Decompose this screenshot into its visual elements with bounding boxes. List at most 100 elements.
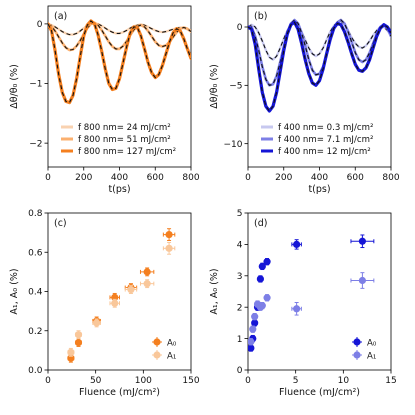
data-series-line	[248, 20, 391, 113]
legend-marker	[153, 338, 161, 346]
data-point	[293, 305, 301, 313]
panel-b: 0 200 400 600 800 0 −5 −10 t(ps) Δθ/θ₀ (%) (b) f 40…	[209, 5, 400, 195]
data-point	[293, 240, 301, 248]
y-tick-label: −2	[29, 139, 42, 149]
x-tick-label: 50	[90, 376, 102, 386]
x-tick-label: 200	[75, 173, 92, 183]
data-point	[251, 319, 259, 327]
legend-label: f 800 nm= 51 mJ/cm²	[78, 135, 171, 145]
legend-marker	[353, 338, 361, 346]
fit-line	[48, 22, 191, 51]
data-point	[256, 275, 264, 283]
x-tick-label: 800	[182, 173, 199, 183]
data-point	[74, 331, 83, 339]
plot-frame	[247, 212, 392, 371]
y-tick-label: 0.0	[28, 366, 43, 376]
panel-a: 0 200 400 600 800 0 −1 −2 t(ps) Δθ/θ₀ (%) (a) f 800…	[9, 5, 200, 195]
data-series-line	[248, 18, 391, 87]
x-tick-label: 5	[293, 376, 299, 386]
data-point	[249, 325, 257, 333]
y-tick-label: 1	[237, 335, 243, 345]
y-axis-label: A₁, A₀ (%)	[9, 268, 20, 314]
legend-label: f 400 nm= 7.1 mJ/cm²	[278, 135, 373, 145]
y-tick-label: 0.6	[28, 248, 43, 258]
y-tick-label: 0.2	[28, 327, 42, 337]
y-tick-label: 2	[237, 303, 243, 313]
x-axis-label: Fluence (mJ/cm²)	[79, 387, 160, 398]
x-axis-label: t(ps)	[308, 184, 330, 195]
data-point	[251, 313, 259, 321]
y-axis-label: Δθ/θ₀ (%)	[209, 64, 220, 109]
data-series-line	[48, 19, 191, 105]
x-tick-label: 100	[135, 376, 152, 386]
data-point	[165, 230, 173, 239]
data-point	[358, 276, 366, 285]
x-tick-label: 600	[347, 173, 364, 183]
legend-label: f 400 nm= 12 mJ/cm²	[278, 147, 371, 157]
y-tick-label: −1	[29, 80, 42, 90]
plot-area	[67, 228, 176, 363]
data-point	[263, 294, 271, 302]
x-tick-label: 0	[245, 173, 251, 183]
y-tick-label: 0.8	[28, 209, 43, 219]
y-tick-label: 0	[237, 23, 243, 33]
data-point	[67, 348, 75, 356]
data-point	[93, 319, 101, 327]
y-axis-label: Δθ/θ₀ (%)	[9, 64, 20, 109]
x-tick-label: 800	[382, 173, 399, 183]
data-point	[143, 268, 151, 276]
x-tick-label: 0	[245, 376, 251, 386]
y-tick-label: −5	[229, 82, 242, 92]
legend-label: A₀	[167, 339, 177, 349]
legend-label: A₁	[167, 352, 176, 362]
data-point	[127, 285, 135, 294]
data-point	[258, 302, 266, 310]
data-point	[165, 244, 173, 252]
fit-line	[248, 20, 391, 61]
data-point	[248, 338, 255, 346]
x-tick-label: 150	[182, 376, 199, 386]
y-tick-label: 0	[37, 20, 43, 30]
y-tick-label: 5	[237, 209, 243, 219]
plot-area	[48, 19, 191, 105]
plot-area	[248, 234, 375, 352]
x-axis-label: Fluence (mJ/cm²)	[279, 387, 360, 398]
fit-line	[248, 21, 391, 112]
legend-label: A₁	[367, 352, 376, 362]
y-tick-label: −10	[224, 140, 243, 150]
x-tick-label: 400	[311, 173, 328, 183]
x-tick-label: 200	[275, 173, 292, 183]
data-point	[258, 262, 266, 270]
x-tick-label: 400	[111, 173, 128, 183]
panel-label: (b)	[254, 11, 267, 22]
x-tick-label: 0	[45, 376, 51, 386]
x-tick-label: 600	[147, 173, 164, 183]
data-point	[263, 258, 271, 266]
x-tick-label: 15	[385, 376, 396, 386]
x-tick-label: 0	[45, 173, 51, 183]
panel-label: (c)	[54, 218, 67, 229]
panel-c: 0 50 100 150 0.0 0.2 0.4 0.6 0.8 Fluence (mJ/cm²)…	[9, 209, 200, 398]
plot-area	[248, 18, 391, 113]
data-point	[74, 338, 83, 347]
legend-label: f 400 nm= 0.3 mJ/cm²	[278, 123, 373, 133]
y-tick-label: 0.4	[28, 288, 43, 298]
y-tick-label: 0	[237, 366, 243, 376]
y-tick-label: 4	[237, 241, 243, 251]
x-tick-label: 10	[338, 376, 350, 386]
x-axis-label: t(ps)	[108, 184, 130, 195]
legend-label: f 800 nm= 127 mJ/cm²	[78, 147, 176, 157]
legend-marker	[153, 351, 161, 359]
legend-label: f 800 nm= 24 mJ/cm²	[78, 123, 171, 133]
legend-label: A₀	[367, 339, 377, 349]
fit-line	[48, 22, 191, 36]
legend-marker	[353, 351, 361, 359]
panel-label: (d)	[254, 218, 267, 229]
data-point	[143, 280, 151, 288]
data-point	[111, 299, 119, 307]
data-point	[248, 344, 255, 352]
y-axis-label: A₁, A₀ (%)	[209, 268, 220, 314]
panel-label: (a)	[54, 11, 67, 22]
